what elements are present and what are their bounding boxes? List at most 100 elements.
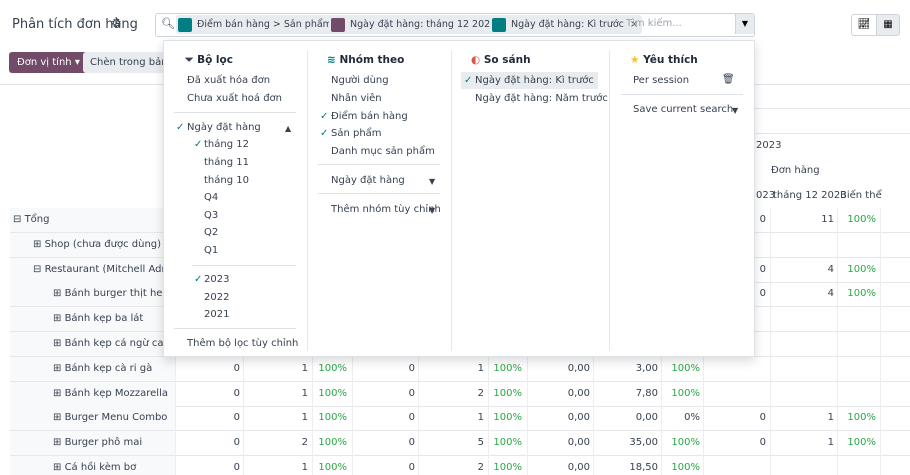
group-item[interactable]: Danh mục sản phẩm — [331, 146, 435, 157]
group-item[interactable]: Sản phẩm — [331, 128, 382, 139]
group-item[interactable]: Người dùng — [331, 75, 389, 86]
column-line — [880, 208, 881, 475]
table-cell: 0 — [233, 437, 240, 449]
table-cell: 0 — [759, 214, 766, 225]
save-search[interactable]: Save current search — [633, 104, 734, 115]
table-cell: 2 — [301, 437, 308, 449]
filter-item[interactable]: Ngày đặt hàng — [187, 122, 261, 133]
pivot-view[interactable]: ▦ — [876, 14, 900, 36]
row-header[interactable]: ⊞ Bánh burger thịt heo mu — [10, 282, 176, 307]
settings-icon[interactable]: ⚙ — [111, 16, 122, 30]
filter-option[interactable]: Q1 — [204, 245, 219, 256]
row-header[interactable]: ⊟ Tổng — [10, 208, 176, 232]
table-cell: 100% — [671, 362, 700, 374]
table-cell: 100% — [847, 412, 876, 424]
section-title: ◐ So sánh — [471, 54, 531, 66]
column-header: Đơn hàng — [771, 165, 820, 176]
table-cell: 1 — [827, 437, 834, 449]
row-header[interactable]: ⊞ Shop (chưa được dùng) — [10, 232, 176, 257]
filter-option[interactable]: tháng 11 — [204, 157, 249, 168]
filter-option[interactable]: Q4 — [204, 192, 219, 203]
favorite-item[interactable]: Per session — [633, 75, 690, 86]
table-cell: 100% — [671, 437, 700, 449]
row-label: Burger phô mai — [64, 437, 143, 449]
table-cell: 11 — [821, 214, 834, 225]
table-cell: 0,00 — [567, 437, 590, 449]
insert-button[interactable]: Chèn trong bảng — [83, 52, 181, 73]
graph-view[interactable]: 📈︎ — [851, 14, 877, 36]
table-cell: 7,80 — [635, 387, 658, 399]
table-cell: 0% — [684, 412, 700, 424]
table-cell: 0 — [759, 263, 766, 275]
table-cell: 1 — [301, 387, 308, 399]
table-cell: 1 — [301, 412, 308, 424]
column-header: Biến thể — [840, 190, 882, 201]
column-header: 023 — [756, 190, 776, 201]
table-row: ⊞ Bánh burger thịt heo mu 0 4 100% — [10, 282, 910, 308]
compare-item[interactable]: Ngày đặt hàng: Kì trước — [475, 75, 594, 86]
table-cell: 0 — [408, 387, 415, 399]
filters-title: Bộ lọc — [197, 54, 233, 66]
filter-option[interactable]: 2022 — [204, 292, 230, 303]
favorites-title: Yêu thích — [643, 54, 698, 66]
table-cell: 1 — [827, 412, 834, 424]
table-cell: 0 — [759, 288, 766, 300]
filter-option[interactable]: tháng 12 — [204, 139, 249, 150]
table-cell: 0,00 — [567, 462, 590, 473]
table-cell: 0 — [408, 362, 415, 374]
facet[interactable]: Ngày đặt hàng: tháng 12 2023× — [329, 15, 515, 34]
compare-item[interactable]: Ngày đặt hàng: Năm trước — [475, 93, 608, 104]
section-title: ≋ Nhóm theo — [327, 54, 405, 66]
table-cell: 100% — [847, 263, 876, 275]
filter-option[interactable]: 2021 — [204, 309, 230, 320]
group-item[interactable]: Điểm bán hàng — [331, 111, 408, 122]
row-label: Bánh kẹp cá ngừ cay — [64, 338, 170, 349]
table-cell: 4 — [827, 263, 834, 275]
row-header[interactable]: ⊞ Bánh kẹp cà ri gà — [10, 356, 176, 381]
search-placeholder[interactable]: Tìm kiếm... — [626, 18, 682, 29]
custom-filter[interactable]: Thêm bộ lọc tùy chỉnh — [187, 338, 299, 349]
table-row: ⊞ Bánh kẹp Mozzarella 0 1 100% 0 2 100% 0,00 7,8… — [10, 381, 910, 407]
table-cell: 100% — [318, 387, 347, 399]
table-cell: 0 — [233, 412, 240, 424]
row-header[interactable]: ⊟ Restaurant (Mitchell Admin) — [10, 257, 176, 282]
toggle-dropdown[interactable]: ▼ — [735, 14, 754, 34]
delete-icon[interactable]: 🗑︎ — [722, 74, 735, 85]
filter-option[interactable]: Q2 — [204, 227, 219, 238]
table-cell: 100% — [493, 362, 522, 374]
custom-group[interactable]: Thêm nhóm tùy chỉnh — [331, 204, 441, 215]
search-bar[interactable] — [155, 13, 755, 37]
table-cell: 0 — [408, 462, 415, 473]
row-header[interactable]: ⊞ Cá hồi kèm bơ — [10, 456, 176, 475]
table-cell: 0 — [233, 387, 240, 399]
measure-button[interactable]: Đơn vị tính ▾ — [9, 52, 88, 73]
filter-option[interactable]: Q3 — [204, 210, 219, 221]
facet-label: Ngày đặt hàng: Kì trước — [511, 19, 624, 30]
table-cell: 100% — [493, 437, 522, 449]
section-title: ★ Yêu thích — [630, 54, 698, 66]
table-cell: 1 — [477, 362, 484, 374]
table-cell: 100% — [671, 387, 700, 399]
row-header[interactable]: ⊞ Bánh kẹp cá ngừ cay — [10, 332, 176, 356]
group-item[interactable]: Nhân viên — [331, 93, 382, 104]
filter-option[interactable]: 2023 — [204, 274, 230, 285]
column-line — [770, 208, 771, 475]
row-header[interactable]: ⊞ Burger phô mai — [10, 431, 176, 456]
group-item[interactable]: Ngày đặt hàng — [331, 175, 405, 186]
row-label: Bánh kẹp cà ri gà — [64, 362, 153, 374]
column-line — [837, 208, 838, 475]
filter-item[interactable]: Chưa xuất hoá đơn — [187, 93, 283, 104]
filter-item[interactable]: Đã xuất hóa đơn — [187, 75, 271, 86]
row-header[interactable]: ⊞ Bánh kẹp ba lát — [10, 307, 176, 332]
row-header[interactable]: ⊞ Burger Menu Combo — [10, 406, 176, 431]
search-icon: 🔍︎ — [161, 17, 175, 30]
row-header[interactable]: ⊞ Bánh kẹp Mozzarella — [10, 381, 176, 406]
filter-option[interactable]: tháng 10 — [204, 175, 249, 186]
facet-label: Điểm bán hàng > Sản phẩm — [197, 19, 332, 30]
table-cell: 100% — [493, 462, 522, 473]
table-cell: 3,00 — [635, 362, 658, 374]
table-row: ⊞ Burger Menu Combo 0 1 100% 0 1 100% 0,00 0,00 0… — [10, 406, 910, 432]
table-cell: 100% — [493, 412, 522, 424]
facet[interactable]: Ngày đặt hàng: Kì trước × — [490, 15, 643, 34]
facet[interactable]: Điểm bán hàng > Sản phẩm× — [176, 15, 351, 34]
